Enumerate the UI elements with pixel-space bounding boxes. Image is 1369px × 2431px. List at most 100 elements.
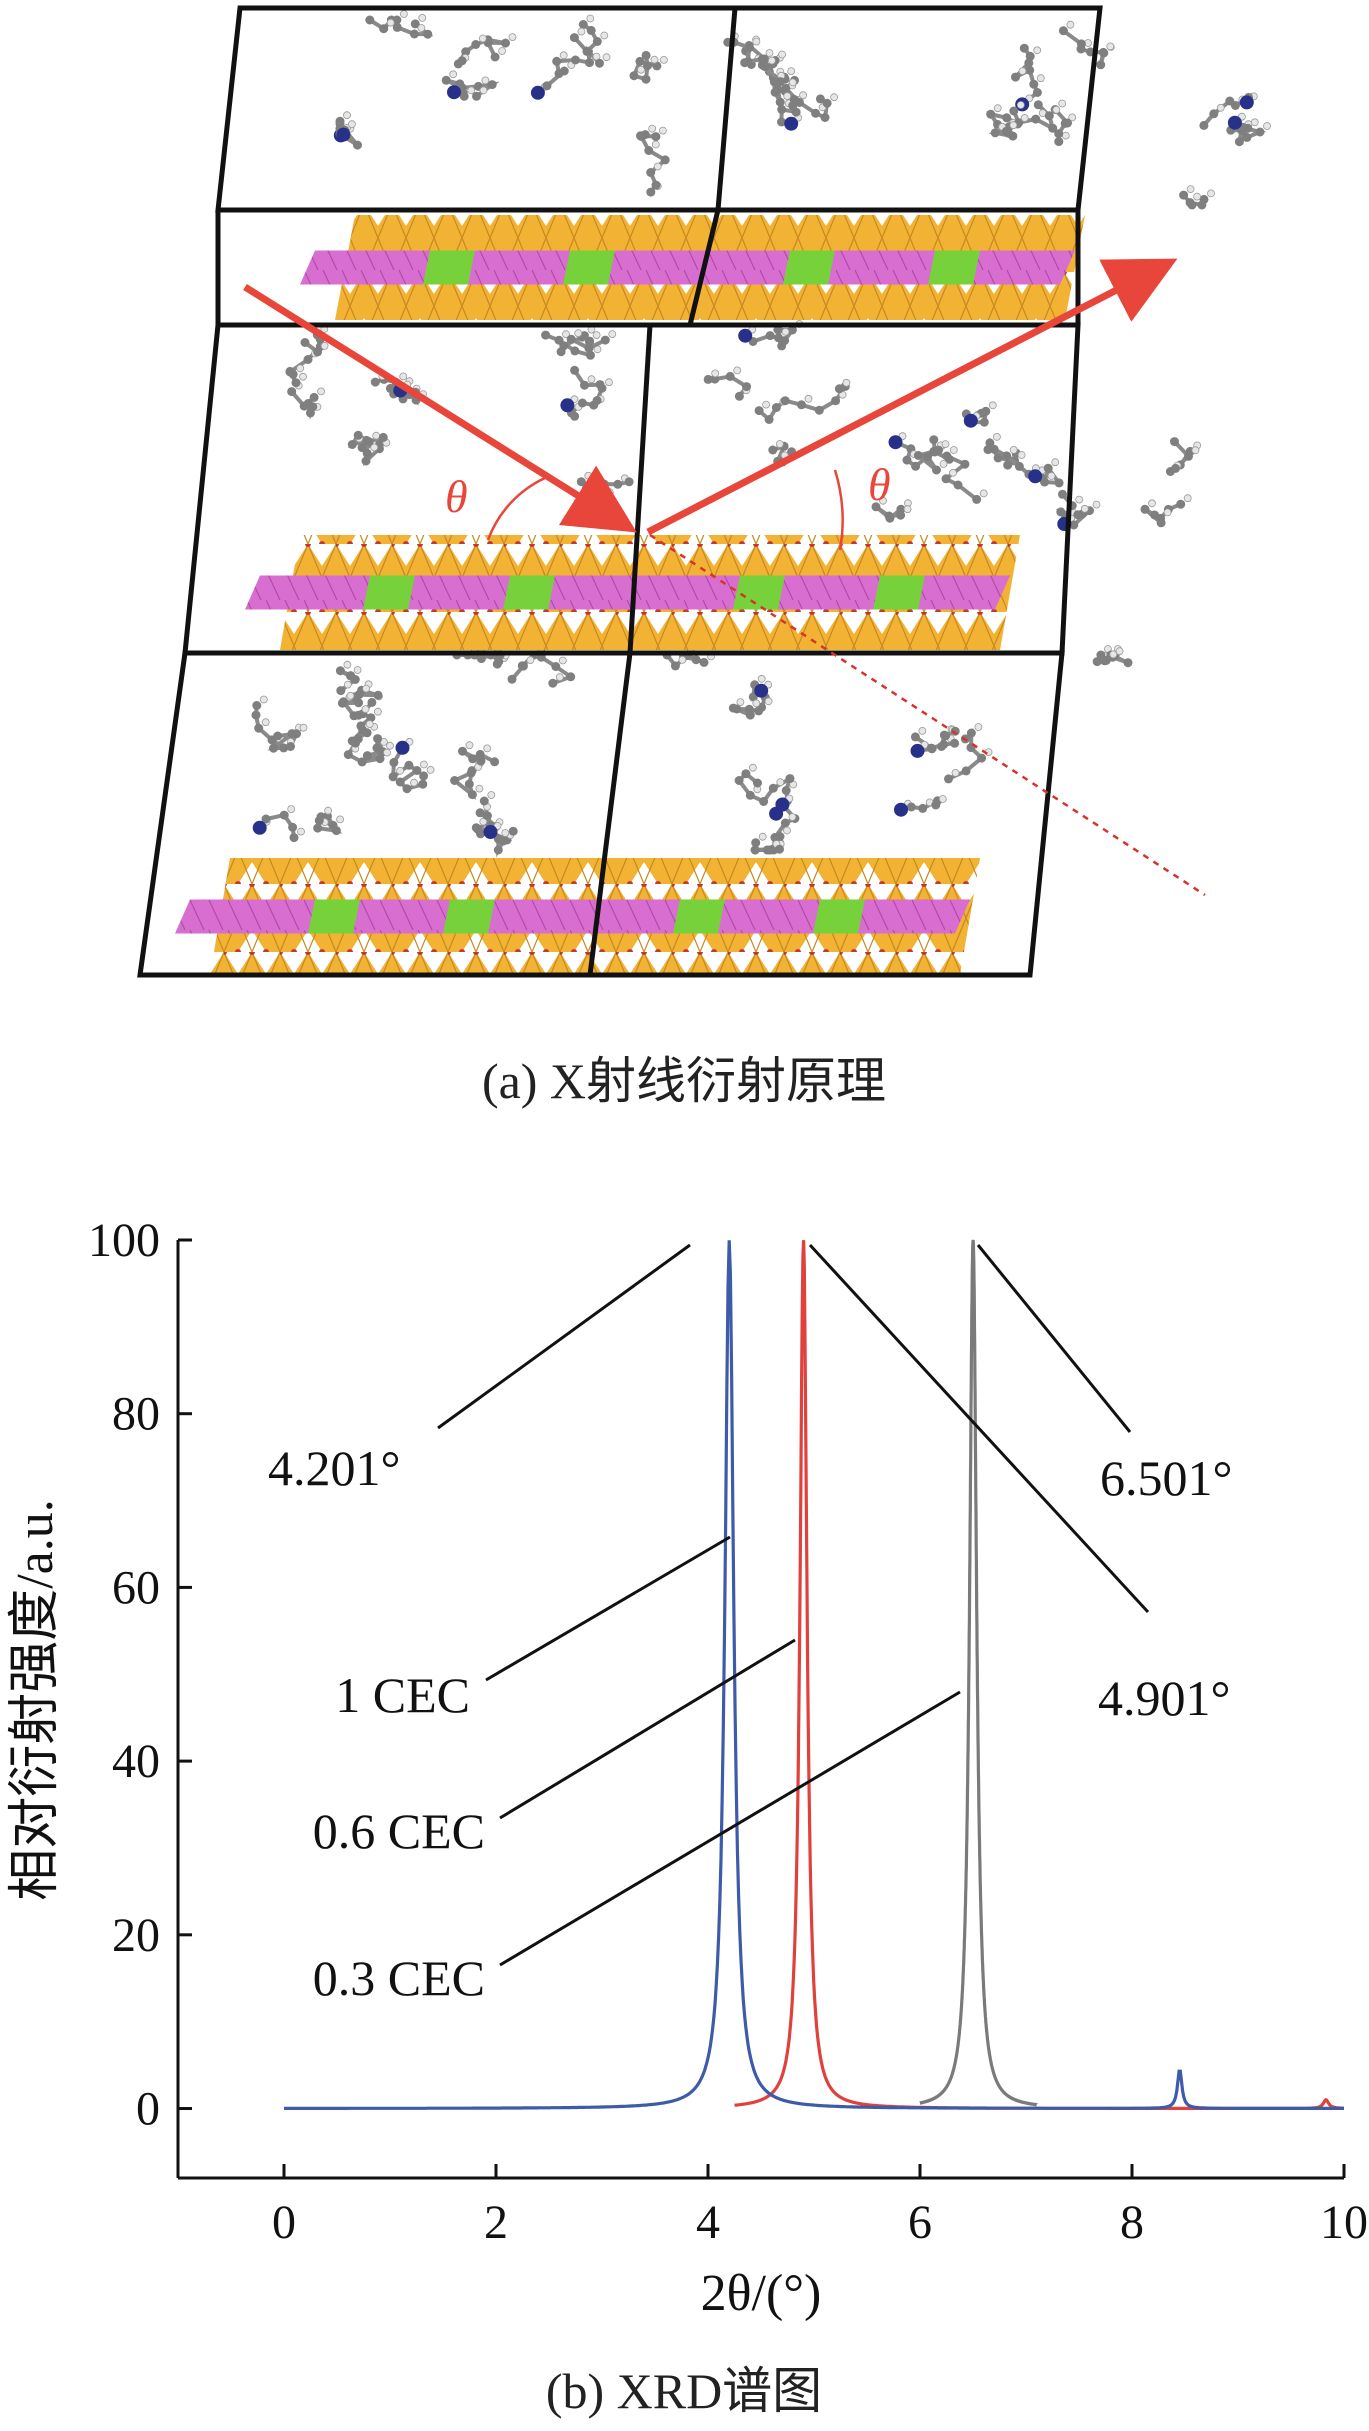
carbon-atom [932,465,941,475]
carbon-atom [450,776,460,785]
nitrogen-atom [447,85,461,100]
isomorphous-substitution-site [928,250,980,285]
carbon-atom [586,350,595,360]
hydrogen-atom [1009,121,1018,130]
hydrogen-atom [659,126,667,135]
carbon-atom [392,22,402,32]
carbon-atom [292,729,301,739]
carbon-atom [467,790,477,800]
carbon-atom [759,797,769,806]
carbon-atom [966,728,976,738]
hydrogen-atom [343,660,352,669]
carbon-atom [1123,658,1133,668]
carbon-atom [641,50,651,60]
clay-silicate-layers [175,215,1085,975]
hydrogen-atom [586,14,595,23]
x-axis-ticks: 0 2 4 6 8 10 [272,2164,1368,2249]
hydrogen-atom [399,10,408,18]
hydrogen-atom [757,674,766,683]
carbon-atom [1063,118,1072,128]
carbon-atom [570,55,580,65]
carbon-atom [287,387,297,397]
nitrogen-atom [1239,95,1254,110]
carbon-atom [379,24,389,34]
carbon-atom [357,443,367,453]
carbon-atom [552,56,562,66]
diffraction-angle-label: θ [868,459,891,510]
carbon-atom [569,33,579,43]
carbon-atom [929,435,939,445]
hydrogen-atom [758,832,767,841]
hydrogen-atom [993,104,1002,113]
hydrogen-atom [324,806,333,815]
carbon-atom [1033,100,1043,110]
hydrogen-atom [386,741,394,750]
carbon-atom [691,655,701,665]
carbon-atom [586,25,596,35]
carbon-atom [728,703,738,713]
annotation-leaders [437,1243,1150,1967]
hydrogen-atom [752,37,761,46]
carbon-atom [1199,120,1209,130]
hydrogen-atom [775,440,784,448]
carbon-atom [418,779,428,789]
hydrogen-atom [347,120,356,129]
carbon-atom [458,746,467,756]
carbon-atom [578,20,588,29]
carbon-atom [1209,109,1219,119]
carbon-atom [346,671,356,681]
carbon-atom [468,754,478,764]
carbon-atom [358,725,368,735]
hydrogen-atom [449,70,458,79]
hydrogen-atom [1066,20,1075,29]
panel-b-caption: (b) XRD谱图 [546,2363,822,2419]
isomorphous-substitution-site [873,575,925,610]
carbon-atom [1176,499,1186,509]
carbon-atom [753,778,762,788]
hydrogen-atom [383,748,391,757]
carbon-atom [1242,132,1252,142]
octahedral-sheet [245,575,1010,610]
series-line-1cec [284,1240,1344,2110]
carbon-atom [768,445,778,455]
carbon-atom [934,445,943,455]
carbon-atom [765,331,775,341]
isomorphous-substitution-site [503,575,555,610]
hydrogen-atom [483,744,492,753]
hydrogen-atom [988,401,997,410]
carbon-atom [309,392,319,402]
carbon-atom [273,731,283,741]
peak-label-4901: 4.901° [1098,1670,1231,1726]
carbon-atom [787,325,797,335]
carbon-atom [353,734,363,744]
hydrogen-atom [574,329,583,338]
hydrogen-atom [479,817,488,826]
hydrogen-atom [370,443,379,452]
x-tick-label: 0 [272,2196,296,2249]
carbon-atom [336,686,346,696]
y-tick-label: 20 [112,1909,160,1962]
hydrogen-atom [346,691,355,700]
carbon-atom [884,511,894,521]
hydrogen-atom [949,468,957,477]
carbon-atom [906,802,916,812]
carbon-atom [375,754,385,764]
carbon-atom [775,77,785,87]
carbon-atom [1184,451,1193,461]
peak-label-4201: 4.201° [268,1440,401,1496]
carbon-atom [471,40,481,49]
hydrogen-atom [417,24,426,32]
carbon-atom [972,494,982,504]
hydrogen-atom [1018,67,1027,75]
nitrogen-atom [336,127,351,142]
carbon-atom [896,510,906,520]
carbon-atom [542,81,552,91]
carbon-atom [960,459,970,469]
carbon-atom [831,396,841,406]
carbon-atom [464,779,474,789]
hydrogen-atom [783,826,791,835]
carbon-atom [389,757,399,767]
carbon-atom [774,333,783,343]
carbon-atom [834,384,844,394]
hydrogen-atom [979,489,988,498]
